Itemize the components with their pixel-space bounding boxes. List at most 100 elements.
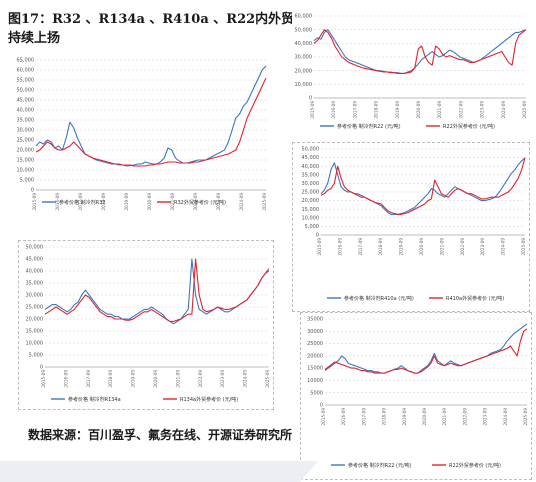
legend-label: R410a外贸参考价 (元/吨) bbox=[446, 295, 504, 302]
y-tick-label: 0 bbox=[316, 233, 319, 239]
y-tick-label: 10000 bbox=[307, 378, 323, 384]
y-tick-label: 25000 bbox=[307, 341, 323, 347]
chart-r32: 0 5,000 10,000 15,000 20,000 25,000 30,000 35,0… bbox=[17, 58, 268, 211]
y-tick-label: 60,000 bbox=[17, 68, 35, 74]
x-tick-label: 2017-09 bbox=[358, 238, 363, 256]
x-tick-label: 2025-09 bbox=[265, 370, 270, 388]
y-tick-label: 25,000 bbox=[302, 190, 320, 196]
x-tick-label: 2019-09 bbox=[402, 408, 407, 426]
y-tick-label: 20,000 bbox=[295, 68, 313, 74]
y-tick-label: 25,000 bbox=[26, 305, 44, 311]
y-tick-label: 5,000 bbox=[29, 353, 43, 359]
y-tick-label: 25,000 bbox=[17, 138, 35, 144]
legend-label: 参考价格 制冷剂R134a bbox=[68, 396, 121, 403]
x-tick-label: 2020-09 bbox=[416, 101, 421, 119]
y-tick-label: 20,000 bbox=[302, 198, 320, 204]
x-tick-label: 2018-09 bbox=[374, 101, 379, 119]
y-tick-label: 35000 bbox=[307, 317, 323, 323]
x-tick-label: 2023-09 bbox=[480, 101, 485, 119]
y-tick-label: 50,000 bbox=[302, 147, 320, 153]
x-tick-label: 2016-09 bbox=[337, 238, 342, 256]
x-tick-label: 2018-09 bbox=[378, 238, 383, 256]
x-tick-label: 2021-09 bbox=[170, 193, 175, 211]
y-tick-label: 30,000 bbox=[302, 181, 320, 187]
x-tick-label: 2021-09 bbox=[439, 238, 444, 256]
chart-panel-r22b: 0 5000 10000 15000 20000 25000 30000 35000 2015-… bbox=[300, 312, 532, 480]
x-tick-label: 2019-09 bbox=[124, 193, 129, 211]
series-line-r22b-1 bbox=[324, 328, 528, 374]
x-tick-label: 2020-09 bbox=[419, 238, 424, 256]
x-tick-label: 2025-09 bbox=[523, 408, 528, 426]
x-tick-label: 2018-09 bbox=[101, 193, 106, 211]
y-tick-label: 0 bbox=[31, 188, 34, 194]
x-tick-label: 2025-09 bbox=[262, 193, 267, 211]
y-tick-label: 35,000 bbox=[26, 281, 44, 287]
chart-r22: 0 10,000 20,000 30,000 40,000 50,000 60,000 201… bbox=[295, 14, 528, 130]
y-tick-label: 55,000 bbox=[17, 78, 35, 84]
x-tick-label: 2025-09 bbox=[522, 101, 527, 119]
x-tick-label: 2022-09 bbox=[462, 408, 467, 426]
x-tick-label: 2015-09 bbox=[41, 370, 46, 388]
x-tick-label: 2020-09 bbox=[147, 193, 152, 211]
y-tick-label: 0 bbox=[309, 96, 312, 102]
x-tick-label: 2024-09 bbox=[501, 101, 506, 119]
legend-label: 参考价格 制冷剂R22 (元/吨) bbox=[337, 123, 401, 130]
y-tick-label: 30,000 bbox=[17, 128, 35, 134]
series-line-r32-0 bbox=[35, 65, 267, 167]
series-line-r22b-0 bbox=[324, 323, 528, 374]
x-tick-label: 2017-09 bbox=[78, 193, 83, 211]
x-tick-label: 2016-09 bbox=[63, 370, 68, 388]
y-tick-label: 45,000 bbox=[26, 257, 44, 263]
y-tick-label: 40,000 bbox=[26, 269, 44, 275]
x-tick-label: 2021-09 bbox=[175, 370, 180, 388]
x-tick-label: 2019-09 bbox=[395, 101, 400, 119]
y-tick-label: 10,000 bbox=[302, 215, 320, 221]
chart-panel-r22: 0 10,000 20,000 30,000 40,000 50,000 60,000 201… bbox=[292, 8, 530, 138]
y-tick-label: 0 bbox=[320, 403, 323, 409]
y-tick-label: 10,000 bbox=[17, 168, 35, 174]
figure-title-line-2: 持续上扬 bbox=[8, 31, 61, 46]
legend-label: 参考价格 制冷剂R410a (元/吨) bbox=[344, 295, 414, 302]
y-tick-label: 50,000 bbox=[26, 245, 44, 251]
chart-r22b: 0 5000 10000 15000 20000 25000 30000 35000 2015-… bbox=[307, 317, 528, 469]
series-line-r22-0 bbox=[313, 29, 527, 74]
x-tick-label: 2017-09 bbox=[361, 408, 366, 426]
y-tick-label: 40,000 bbox=[17, 108, 35, 114]
y-tick-label: 5000 bbox=[310, 390, 323, 396]
chart-panel-r410a: 0 5,000 10,000 15,000 20,000 25,000 30,000 35,0… bbox=[292, 142, 530, 312]
y-tick-label: 40,000 bbox=[295, 41, 313, 47]
x-tick-label: 2021-09 bbox=[437, 101, 442, 119]
x-tick-label: 2016-09 bbox=[341, 408, 346, 426]
x-tick-label: 2023-09 bbox=[216, 193, 221, 211]
x-tick-label: 2024-09 bbox=[501, 238, 506, 256]
x-tick-label: 2015-09 bbox=[310, 101, 315, 119]
x-tick-label: 2015-09 bbox=[317, 238, 322, 256]
x-tick-label: 2015-09 bbox=[32, 193, 37, 211]
x-tick-label: 2020-09 bbox=[422, 408, 427, 426]
y-tick-label: 20,000 bbox=[26, 317, 44, 323]
x-tick-label: 2023-09 bbox=[480, 238, 485, 256]
x-tick-label: 2020-09 bbox=[153, 370, 158, 388]
footer-stripe-diagonal bbox=[300, 461, 318, 482]
y-tick-label: 5,000 bbox=[305, 224, 319, 230]
legend-label: 参考价格 制冷剂R22 (元/吨) bbox=[348, 462, 412, 469]
x-tick-label: 2018-09 bbox=[382, 408, 387, 426]
y-tick-label: 20000 bbox=[307, 353, 323, 359]
y-tick-label: 30000 bbox=[307, 329, 323, 335]
y-tick-label: 15000 bbox=[307, 366, 323, 372]
x-tick-label: 2017-09 bbox=[86, 370, 91, 388]
y-tick-label: 15,000 bbox=[302, 207, 320, 213]
y-tick-label: 45,000 bbox=[17, 98, 35, 104]
chart-panel-r32: 0 5,000 10,000 15,000 20,000 25,000 30,000 35,0… bbox=[8, 52, 270, 230]
chart-r134a: 0 5,000 10,000 15,000 20,000 25,000 30,000 35,0… bbox=[26, 245, 271, 403]
legend-label: 参考价格 制冷剂R32 bbox=[59, 199, 105, 206]
chart-panel-r134a: 0 5,000 10,000 15,000 20,000 25,000 30,000 35,0… bbox=[18, 240, 274, 410]
series-line-r22-1 bbox=[313, 29, 527, 74]
y-tick-label: 50,000 bbox=[295, 27, 313, 33]
y-tick-label: 5,000 bbox=[20, 178, 34, 184]
y-tick-label: 20,000 bbox=[17, 148, 35, 154]
chart-r410a: 0 5,000 10,000 15,000 20,000 25,000 30,000 35,0… bbox=[302, 147, 527, 302]
x-tick-label: 2021-09 bbox=[442, 408, 447, 426]
x-tick-label: 2015-09 bbox=[321, 408, 326, 426]
x-tick-label: 2024-09 bbox=[243, 370, 248, 388]
